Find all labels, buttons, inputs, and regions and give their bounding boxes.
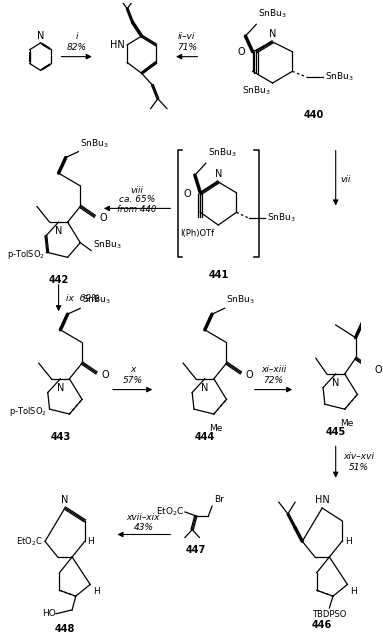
Text: N: N	[57, 383, 64, 392]
Text: ix  69%: ix 69%	[66, 294, 100, 303]
Text: HO: HO	[42, 610, 56, 619]
Text: O: O	[238, 47, 246, 57]
Text: H: H	[350, 587, 357, 596]
Text: H: H	[93, 587, 100, 596]
Text: SnBu$_3$: SnBu$_3$	[82, 294, 111, 306]
Text: 43%: 43%	[133, 522, 154, 531]
Text: N: N	[332, 378, 339, 388]
Text: from 440: from 440	[118, 205, 157, 214]
Text: H: H	[345, 537, 352, 546]
Text: xiv–xvi
51%: xiv–xvi 51%	[343, 452, 374, 472]
Text: p-TolSO$_2$: p-TolSO$_2$	[9, 404, 47, 418]
Text: TBDPSO: TBDPSO	[312, 610, 347, 619]
Text: SnBu$_3$: SnBu$_3$	[93, 239, 122, 252]
Text: SnBu$_3$: SnBu$_3$	[208, 147, 236, 159]
Text: O: O	[101, 370, 109, 380]
Text: O: O	[246, 370, 253, 380]
Text: SnBu$_3$: SnBu$_3$	[80, 137, 109, 150]
Text: N: N	[55, 226, 62, 236]
Text: ca. 65%: ca. 65%	[119, 196, 155, 204]
Text: 441: 441	[208, 270, 229, 280]
Text: O: O	[99, 213, 107, 223]
Text: p-TolSO$_2$: p-TolSO$_2$	[7, 248, 45, 261]
Text: HN: HN	[315, 495, 329, 505]
Text: 444: 444	[195, 432, 215, 441]
Text: N: N	[201, 383, 208, 392]
Text: 445: 445	[326, 427, 346, 437]
Text: I(Ph)OTf: I(Ph)OTf	[180, 229, 214, 238]
Text: SnBu$_3$: SnBu$_3$	[258, 8, 287, 20]
Text: N: N	[61, 495, 69, 505]
Text: viii: viii	[131, 186, 144, 195]
Text: xi–xiii
72%: xi–xiii 72%	[261, 365, 286, 385]
Text: N: N	[269, 29, 276, 39]
Text: SnBu$_3$: SnBu$_3$	[242, 84, 271, 97]
Text: SnBu$_3$: SnBu$_3$	[267, 212, 296, 224]
Text: 446: 446	[312, 620, 332, 630]
Text: EtO$_2$C: EtO$_2$C	[157, 506, 185, 519]
Text: x
57%: x 57%	[123, 365, 142, 385]
Text: H: H	[87, 537, 94, 546]
Text: vii: vii	[340, 175, 350, 183]
Text: SnBu$_3$: SnBu$_3$	[226, 294, 255, 306]
Text: 440: 440	[304, 110, 324, 120]
Text: N: N	[214, 169, 222, 179]
Text: ii–vi
71%: ii–vi 71%	[177, 32, 197, 52]
Text: O: O	[184, 189, 191, 199]
Text: i
82%: i 82%	[67, 32, 87, 52]
Text: EtO$_2$C: EtO$_2$C	[16, 535, 43, 548]
Text: 443: 443	[50, 432, 70, 441]
Text: SnBu$_3$: SnBu$_3$	[325, 71, 354, 83]
Text: Me: Me	[340, 419, 353, 428]
Text: N: N	[37, 31, 44, 41]
Text: Br: Br	[214, 495, 224, 504]
Text: 447: 447	[186, 545, 206, 555]
Text: Me: Me	[209, 424, 223, 433]
Text: xvii–xix: xvii–xix	[127, 513, 160, 522]
Text: 442: 442	[49, 275, 69, 285]
Text: O: O	[375, 365, 382, 375]
Text: 448: 448	[55, 624, 75, 634]
Text: HN: HN	[110, 40, 124, 50]
